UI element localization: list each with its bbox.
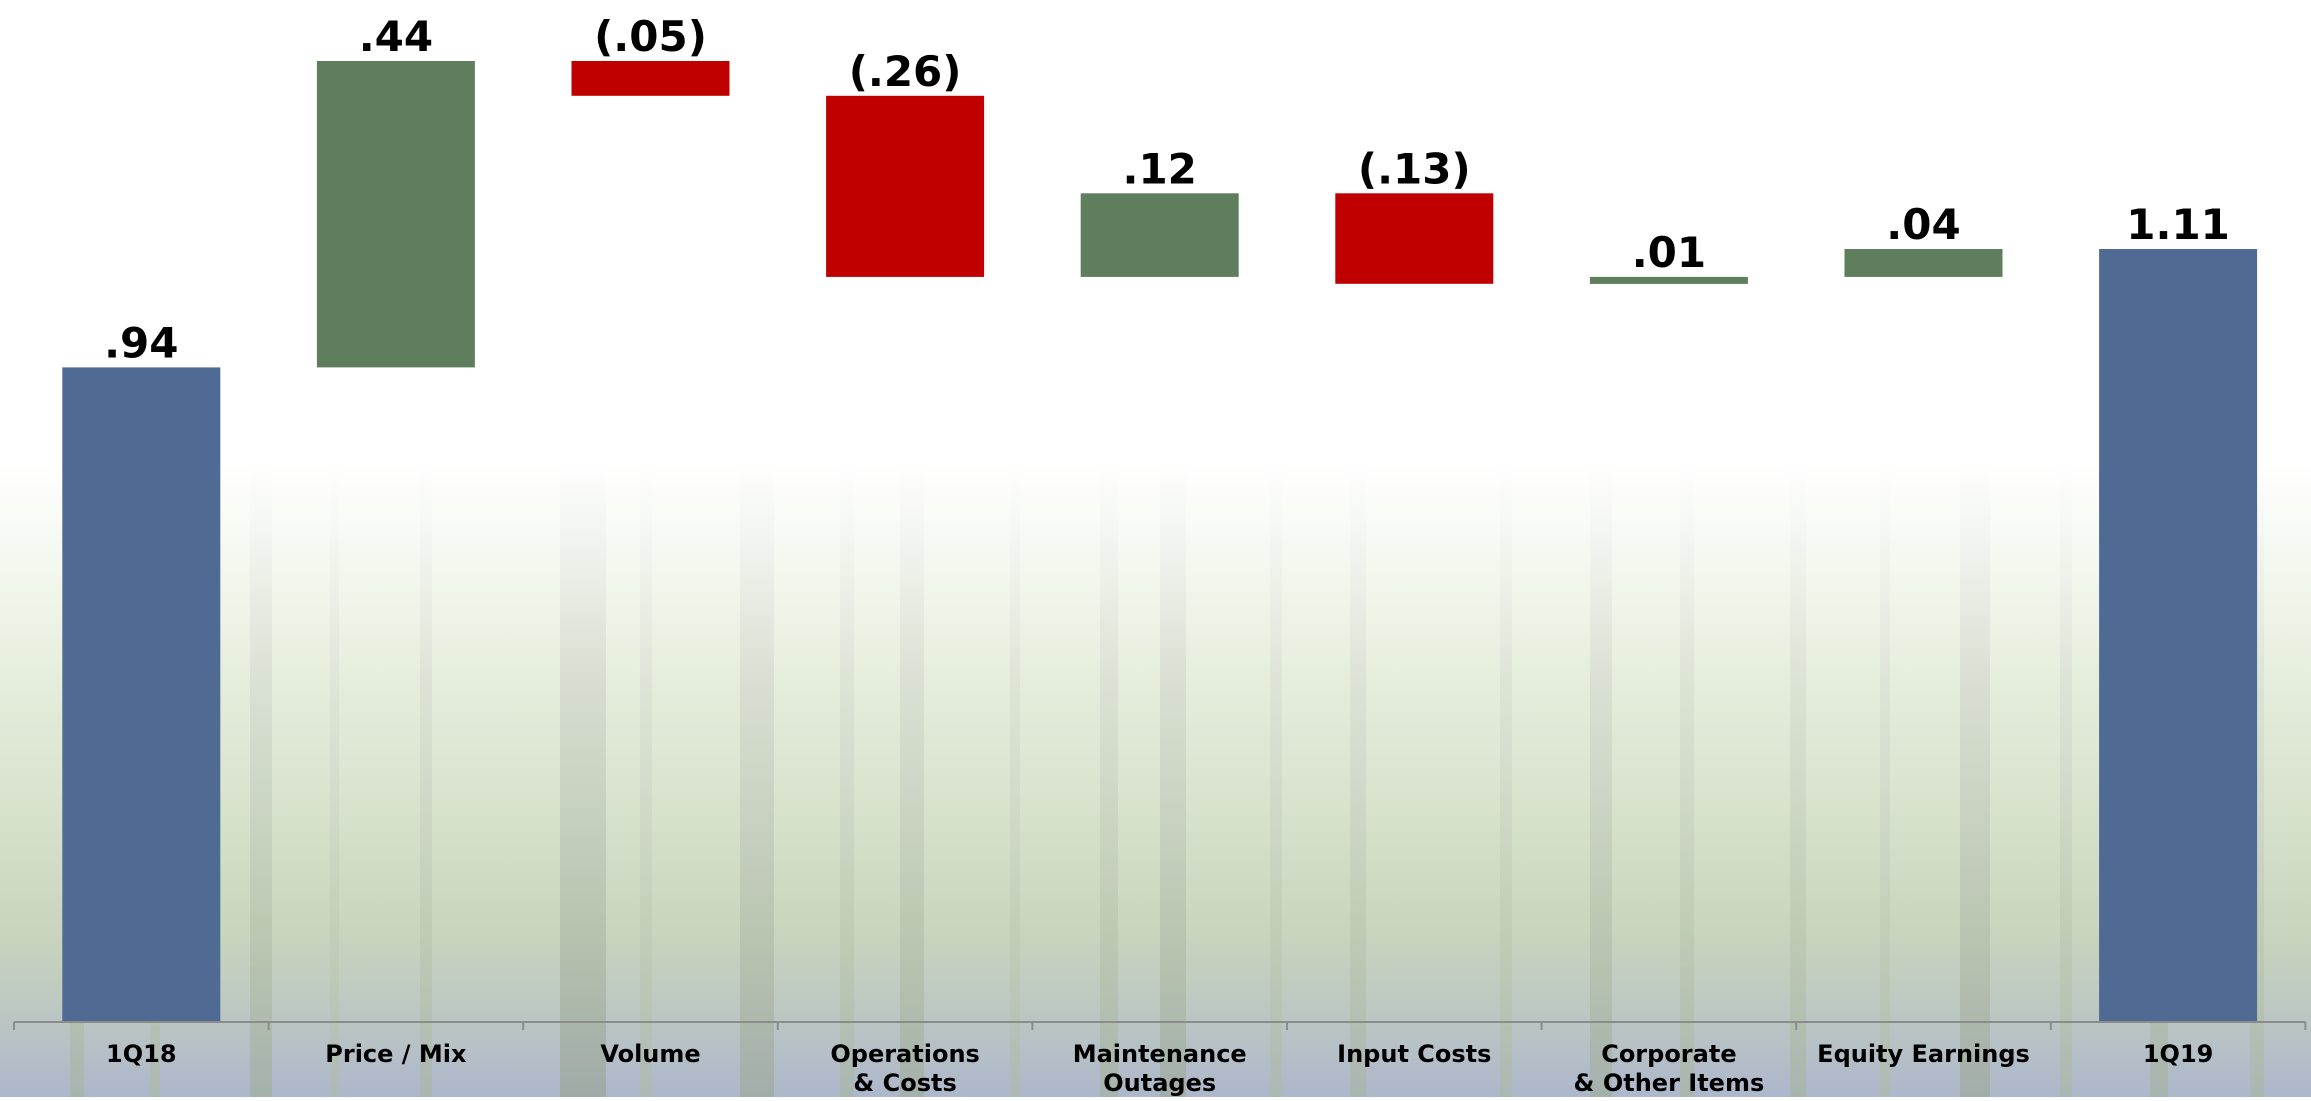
value-label: .94 [104, 318, 178, 367]
category-label: Input Costs [1337, 1040, 1491, 1068]
category-label: Maintenance [1073, 1040, 1247, 1068]
decrease-bar [826, 95, 985, 277]
total-bar [62, 367, 221, 1022]
value-label: .04 [1886, 200, 1960, 249]
category-label: 1Q19 [2143, 1040, 2214, 1068]
total-bar [2099, 249, 2258, 1022]
category-label-group: 1Q18 Price / Mix Volume Operations& Costs Ma… [106, 1040, 2213, 1097]
category-label: 1Q18 [106, 1040, 177, 1068]
value-label: 1.11 [2126, 200, 2230, 249]
value-label: (.26) [849, 47, 962, 96]
value-label-group: .94 .44 (.05) (.26) .12 (.13) .01 .04 1.11 [104, 12, 2230, 367]
category-label: & Other Items [1574, 1069, 1765, 1097]
category-label: Equity Earnings [1817, 1040, 2030, 1068]
value-label: (.05) [594, 12, 707, 61]
increase-bar [1589, 276, 1748, 284]
category-label: Outages [1103, 1069, 1216, 1097]
value-label: .44 [359, 12, 433, 61]
x-axis [13, 1021, 2307, 1030]
decrease-bar [571, 61, 730, 96]
category-label: Corporate [1601, 1040, 1736, 1068]
decrease-bar [1335, 193, 1494, 284]
category-label: Volume [600, 1040, 700, 1068]
value-label: (.13) [1358, 144, 1471, 193]
category-label: Price / Mix [325, 1040, 467, 1068]
increase-bar [1080, 193, 1239, 277]
value-label: .12 [1122, 144, 1196, 193]
category-label: Operations [830, 1040, 979, 1068]
value-label: .01 [1632, 228, 1706, 277]
increase-bar [1844, 249, 2003, 277]
category-label: & Costs [853, 1069, 956, 1097]
increase-bar [316, 61, 475, 368]
bar-group [62, 61, 2258, 1022]
